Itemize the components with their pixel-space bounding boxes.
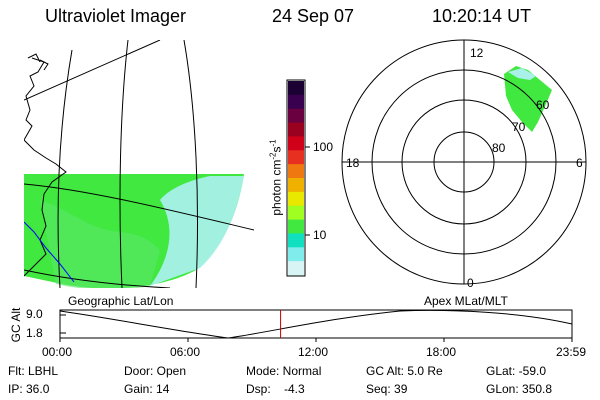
colorbar-stripe bbox=[288, 247, 304, 262]
coastline bbox=[24, 57, 67, 277]
polar-mlt-12: 12 bbox=[470, 46, 484, 60]
polar-mlt-0: 0 bbox=[467, 276, 474, 290]
map-grid-line bbox=[24, 269, 171, 288]
colorbar-stripe bbox=[288, 122, 304, 137]
timeline-x-label: 06:00 bbox=[170, 345, 201, 359]
colorbar-unit-exp2: -1 bbox=[268, 139, 278, 147]
colorbar-stripe bbox=[288, 94, 304, 110]
colorbar-unit-s: s bbox=[269, 146, 284, 153]
map-grid-line bbox=[119, 40, 129, 288]
map-grid-line bbox=[57, 49, 73, 288]
timeline-x-label: 18:00 bbox=[426, 345, 457, 359]
map-grid-line bbox=[24, 40, 161, 101]
colorbar-stripe bbox=[288, 164, 304, 179]
colorbar-unit-exp: -2 bbox=[268, 152, 278, 160]
colorbar-stripe bbox=[288, 178, 304, 193]
status-ip: IP: 36.0 bbox=[8, 382, 50, 396]
status-dsp: Dsp: -4.3 bbox=[246, 382, 305, 396]
timeline-plot bbox=[59, 309, 573, 342]
colorbar-stripe bbox=[288, 108, 304, 124]
coastline-blue bbox=[24, 221, 75, 283]
status-glon: GLon: 350.8 bbox=[486, 382, 553, 396]
colorbar-unit-text: photon cm bbox=[269, 159, 284, 216]
aurora-image-polar bbox=[504, 66, 552, 132]
app-title: Ultraviolet Imager bbox=[45, 6, 187, 26]
polar-plot bbox=[341, 39, 587, 285]
polar-mlt-6: 6 bbox=[576, 156, 583, 170]
date-readout: 24 Sep 07 bbox=[272, 6, 355, 26]
colorbar-stripe bbox=[288, 136, 304, 151]
colorbar bbox=[286, 79, 310, 277]
left-panel-caption: Geographic Lat/Lon bbox=[68, 294, 174, 308]
time-readout: 10:20:14 UT bbox=[432, 6, 532, 26]
map-grid-line bbox=[24, 183, 254, 231]
right-panel-caption: Apex MLat/MLT bbox=[424, 294, 508, 308]
status-door: Door: Open bbox=[124, 364, 187, 378]
colorbar-stripe bbox=[288, 81, 304, 96]
timeline-x-label: 12:00 bbox=[298, 345, 329, 359]
colorbar-stripe bbox=[288, 150, 304, 165]
status-mode: Mode: Normal bbox=[246, 364, 322, 378]
aurora-mid-left bbox=[40, 200, 160, 288]
geographic-map bbox=[24, 40, 254, 288]
status-gain: Gain: 14 bbox=[124, 382, 170, 396]
colorbar-stripe bbox=[288, 233, 304, 248]
colorbar-tick-100: 100 bbox=[313, 140, 334, 154]
colorbar-stripe bbox=[288, 219, 304, 234]
colorbar-stripe bbox=[288, 261, 304, 276]
timeline-x-label: 00:00 bbox=[42, 345, 73, 359]
timeline-y-bottom: 1.8 bbox=[26, 326, 43, 340]
status-seq: Seq: 39 bbox=[366, 382, 408, 396]
colorbar-stripe bbox=[288, 191, 304, 207]
status-glat: GLat: -59.0 bbox=[486, 364, 547, 378]
status-gc-alt: GC Alt: 5.0 Re bbox=[366, 364, 443, 378]
timeline-axis-label: GC Alt bbox=[9, 307, 23, 343]
polar-lat-80: 80 bbox=[492, 141, 506, 155]
coastline-detail bbox=[27, 53, 49, 71]
timeline-y-top: 9.0 bbox=[26, 307, 43, 321]
aurora-faint-polar bbox=[508, 68, 536, 80]
colorbar-tick-10: 10 bbox=[313, 228, 327, 242]
polar-lat-60: 60 bbox=[536, 98, 550, 112]
map-grid-line bbox=[183, 40, 198, 288]
polar-lat-70: 70 bbox=[512, 120, 526, 134]
colorbar-stripe bbox=[288, 205, 304, 221]
altitude-curve bbox=[59, 309, 573, 339]
status-filter: Flt: LBHL bbox=[8, 364, 59, 378]
colorbar-unit-label: photon cm-2s-1 bbox=[269, 88, 284, 268]
polar-mlt-18: 18 bbox=[346, 156, 360, 170]
timeline-x-label: 23:59 bbox=[556, 345, 587, 359]
